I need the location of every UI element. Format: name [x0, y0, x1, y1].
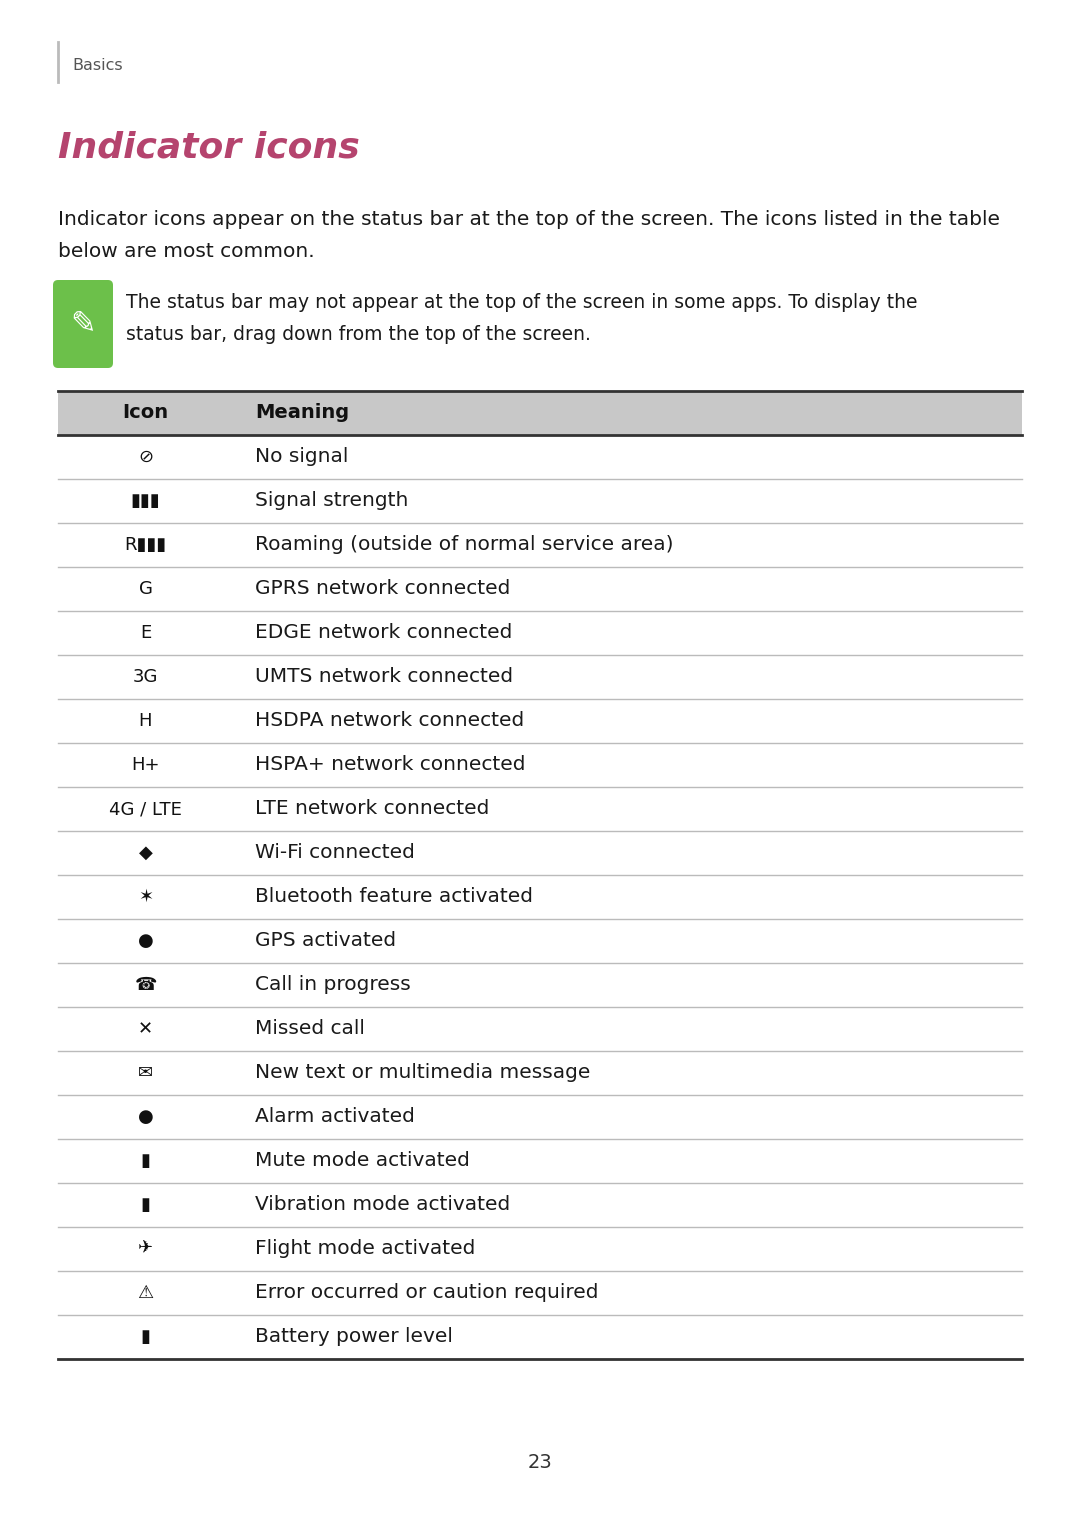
Text: Missed call: Missed call [255, 1020, 365, 1038]
Bar [58, 786, 1022, 831]
Text: HSDPA network connected: HSDPA network connected [255, 712, 524, 730]
Text: ▮▮▮: ▮▮▮ [131, 492, 160, 510]
Text: ▮: ▮ [140, 1196, 150, 1214]
Text: ●: ● [137, 931, 153, 950]
Bar [58, 435, 1022, 479]
Text: Call in progress: Call in progress [255, 976, 410, 994]
Text: G: G [138, 580, 152, 599]
Bar [58, 655, 1022, 699]
Text: Error occurred or caution required: Error occurred or caution required [255, 1284, 598, 1303]
Text: ◆: ◆ [138, 844, 152, 863]
Bar [58, 1006, 1022, 1051]
Text: ▮: ▮ [140, 1328, 150, 1345]
Text: EDGE network connected: EDGE network connected [255, 623, 512, 643]
Bar [58, 391, 1022, 435]
Bar [58, 875, 1022, 919]
Text: Wi-Fi connected: Wi-Fi connected [255, 843, 415, 863]
Text: Alarm activated: Alarm activated [255, 1107, 415, 1127]
Text: status bar, drag down from the top of the screen.: status bar, drag down from the top of th… [126, 325, 591, 344]
Bar [58, 1139, 1022, 1183]
Text: Flight mode activated: Flight mode activated [255, 1240, 475, 1258]
Text: HSPA+ network connected: HSPA+ network connected [255, 756, 526, 774]
Bar [58, 611, 1022, 655]
Bar [58, 479, 1022, 524]
Text: Indicator icons appear on the status bar at the top of the screen. The icons lis: Indicator icons appear on the status bar… [58, 211, 1000, 229]
Bar [58, 1228, 1022, 1270]
Text: ✈: ✈ [138, 1240, 153, 1258]
FancyBboxPatch shape [53, 279, 113, 368]
Bar [58, 744, 1022, 786]
Bar [58, 1095, 1022, 1139]
Bar [58, 1051, 1022, 1095]
Text: E: E [140, 625, 151, 641]
Text: ⊘: ⊘ [138, 447, 153, 466]
Text: R▮▮▮: R▮▮▮ [124, 536, 166, 554]
Text: New text or multimedia message: New text or multimedia message [255, 1063, 591, 1083]
Text: 23: 23 [528, 1452, 552, 1472]
Text: ✕: ✕ [138, 1020, 153, 1038]
Text: Signal strength: Signal strength [255, 492, 408, 510]
Text: 4G / LTE: 4G / LTE [109, 800, 181, 818]
Text: Roaming (outside of normal service area): Roaming (outside of normal service area) [255, 536, 674, 554]
Bar [58, 699, 1022, 744]
Text: UMTS network connected: UMTS network connected [255, 667, 513, 687]
Text: H: H [138, 712, 152, 730]
Bar [58, 567, 1022, 611]
Text: ☎: ☎ [134, 976, 157, 994]
Text: Basics: Basics [72, 58, 123, 72]
Text: ⚠: ⚠ [137, 1284, 153, 1303]
Bar [58, 1270, 1022, 1315]
Bar [58, 1315, 1022, 1359]
Text: below are most common.: below are most common. [58, 241, 314, 261]
Text: GPRS network connected: GPRS network connected [255, 580, 511, 599]
Text: Vibration mode activated: Vibration mode activated [255, 1196, 510, 1214]
Text: ✉: ✉ [138, 1064, 153, 1083]
Text: Indicator icons: Indicator icons [58, 130, 360, 163]
Bar [58, 1183, 1022, 1228]
Text: Meaning: Meaning [255, 403, 349, 423]
Bar [58, 524, 1022, 567]
Text: No signal: No signal [255, 447, 349, 467]
Text: H+: H+ [132, 756, 160, 774]
Bar [58, 964, 1022, 1006]
Text: Mute mode activated: Mute mode activated [255, 1151, 470, 1171]
Text: Icon: Icon [122, 403, 168, 423]
Bar [58, 919, 1022, 964]
Text: GPS activated: GPS activated [255, 931, 396, 950]
Text: ▮: ▮ [140, 1151, 150, 1170]
Text: ✶: ✶ [138, 889, 153, 906]
Text: LTE network connected: LTE network connected [255, 800, 489, 818]
Bar [58, 831, 1022, 875]
Text: ✎: ✎ [70, 310, 96, 339]
Text: The status bar may not appear at the top of the screen in some apps. To display : The status bar may not appear at the top… [126, 293, 918, 312]
Text: Bluetooth feature activated: Bluetooth feature activated [255, 887, 534, 907]
Text: ●: ● [137, 1109, 153, 1125]
Text: Battery power level: Battery power level [255, 1327, 453, 1347]
Text: 3G: 3G [133, 667, 158, 686]
